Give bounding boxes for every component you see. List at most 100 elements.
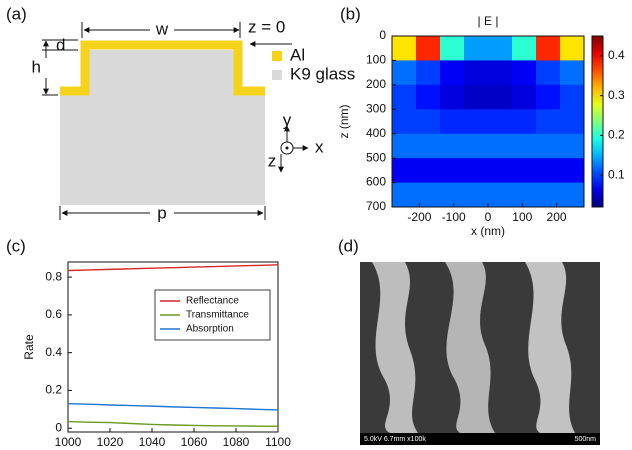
y-tick-label: 0.4	[45, 345, 62, 359]
heat-cell	[536, 133, 560, 159]
glass	[60, 50, 265, 205]
y-tick-label: 0.6	[45, 307, 62, 321]
heat-cell	[560, 60, 584, 86]
heat-cell	[488, 109, 512, 135]
y-tick-label: 700	[366, 199, 386, 213]
heat-cell	[488, 133, 512, 159]
x-axis-label: x (nm)	[471, 224, 505, 238]
heat-cell	[392, 133, 416, 159]
sem-infobar	[360, 433, 600, 445]
aluminum	[60, 40, 265, 96]
heat-cell	[536, 158, 560, 184]
heat-cell	[560, 84, 584, 110]
heat-cell	[416, 158, 440, 184]
sem-info: 5.0kV 6.7mm x100k	[364, 436, 426, 443]
panel-label: (b)	[340, 4, 361, 23]
heat-cell	[560, 182, 584, 208]
sem-scale: 500nm	[575, 436, 597, 443]
heat-cell	[440, 36, 464, 61]
x-tick-label: 0	[485, 210, 492, 224]
legend-swatch	[272, 51, 282, 61]
heat-cell	[512, 60, 536, 86]
axis-label: y	[283, 110, 292, 129]
x-tick-label: -200	[407, 210, 431, 224]
colorbar	[591, 35, 604, 208]
line	[67, 420, 279, 428]
x-tick-label: -100	[442, 210, 466, 224]
heat-cell	[512, 133, 536, 159]
y-tick-label: 0	[379, 28, 386, 42]
legend-label: Absorption	[186, 324, 234, 335]
heat-cell	[560, 109, 584, 135]
panel-d: (d) 5.0kV 6.7mm x100k 500nm	[338, 236, 600, 445]
heat-cell	[560, 36, 584, 61]
y-tick-label: 0.2	[45, 383, 62, 397]
x-tick-label: 1020	[97, 435, 124, 449]
heat-cell	[416, 109, 440, 135]
y-tick-label: 0.8	[45, 269, 62, 283]
plot-frame	[67, 261, 279, 433]
heat-cell	[512, 109, 536, 135]
heat-cell	[440, 182, 464, 208]
sem-ridge	[525, 262, 575, 433]
dim-label: h	[32, 57, 41, 76]
colorbar-tick-label: 0.3	[608, 88, 625, 102]
x-tick-label: 1040	[139, 435, 166, 449]
legend-swatch	[272, 70, 282, 80]
dim-label: p	[157, 203, 166, 222]
heat-cell	[392, 36, 416, 61]
legend-label: K9 glass	[290, 64, 355, 83]
legend-label: Transmittance	[186, 310, 249, 321]
x-tick-label: 1100	[265, 435, 291, 449]
heat-cell	[512, 36, 536, 61]
axis-label: x	[315, 137, 324, 156]
heat-cell	[536, 109, 560, 135]
x-tick-label: 200	[547, 210, 567, 224]
y-tick-label: 0	[55, 420, 62, 434]
x-tick-label: 1060	[181, 435, 208, 449]
panel-label: (a)	[6, 4, 27, 23]
heat-cell	[464, 109, 488, 135]
colorbar-tick-label: 0.2	[608, 128, 625, 142]
y-tick-label: 400	[366, 126, 386, 140]
y-tick-label: 600	[366, 175, 386, 189]
heat-cell	[464, 36, 488, 61]
heat-cell	[416, 133, 440, 159]
y-tick-label: 300	[366, 101, 386, 115]
y-axis-label: Rate	[22, 334, 36, 360]
panel-a: (a) w z = 0 d h p Al K9 glass y x z	[6, 4, 355, 222]
heat-cell	[536, 182, 560, 208]
heat-cell	[440, 84, 464, 110]
heat-cell	[464, 158, 488, 184]
heat-cell	[440, 158, 464, 184]
chart-title: | E |	[478, 14, 499, 28]
heat-cell	[488, 60, 512, 86]
y-tick-label: 100	[366, 53, 386, 67]
x-tick-label: 100	[512, 210, 532, 224]
heat-cell	[512, 182, 536, 208]
heat-cell	[536, 36, 560, 61]
heat-cell	[392, 182, 416, 208]
dim-label: z = 0	[248, 17, 285, 36]
x-tick-label: 1080	[223, 435, 250, 449]
sem-ridge	[372, 262, 418, 433]
heat-cell	[488, 158, 512, 184]
legend-label: Reflectance	[186, 296, 239, 307]
heat-cell	[416, 182, 440, 208]
colorbar-tick-label: 0.4	[608, 48, 625, 62]
panel-label: (c)	[6, 236, 26, 255]
dim-label: d	[56, 35, 65, 54]
heat-cell	[416, 84, 440, 110]
line	[67, 402, 279, 411]
dim-label: w	[155, 19, 169, 38]
heat-cell	[488, 84, 512, 110]
heat-cell	[536, 84, 560, 110]
axis-icon	[285, 146, 289, 150]
heat-cell	[536, 60, 560, 86]
panel-label: (d)	[338, 236, 359, 255]
heat-cell	[512, 84, 536, 110]
x-tick-label: 1000	[55, 435, 82, 449]
y-axis-label: z (nm)	[337, 105, 351, 139]
heat-cell	[488, 182, 512, 208]
heat-cell	[464, 84, 488, 110]
